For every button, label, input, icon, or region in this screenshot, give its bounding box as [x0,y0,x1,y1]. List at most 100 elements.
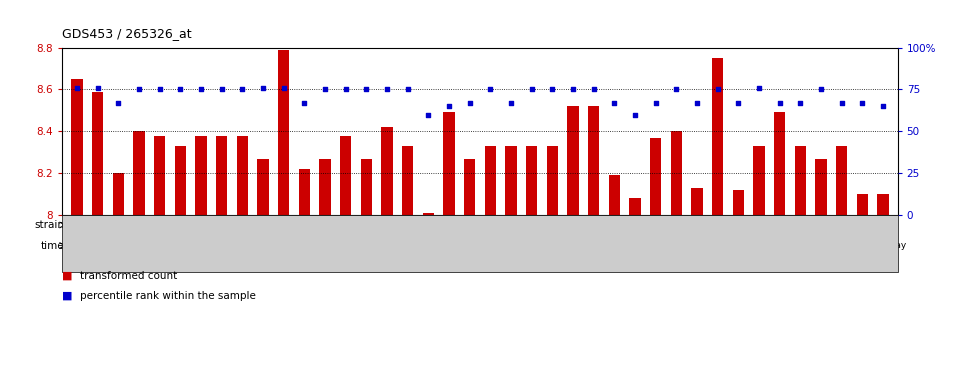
Text: 0 day: 0 day [460,241,485,250]
Point [586,86,601,92]
Bar [66,215,252,235]
Text: 7 day: 7 day [228,241,252,250]
Bar [300,235,346,256]
Point [214,86,229,92]
Bar [439,215,625,235]
Point [193,86,208,92]
Text: 3 day: 3 day [692,241,717,250]
Point [152,86,167,92]
Text: 0 day: 0 day [646,241,671,250]
Bar [774,112,785,215]
Text: 7 day: 7 day [881,241,906,250]
Point [297,100,312,106]
Point [607,100,622,106]
Point [462,100,477,106]
Text: time: time [40,240,64,251]
Text: transformed count: transformed count [80,271,177,281]
Bar [852,235,873,256]
Bar [831,235,852,256]
Text: Col-0 wild type: Col-0 wild type [121,220,199,230]
Point [648,100,663,106]
Bar [732,190,744,215]
Text: 5 day: 5 day [738,241,764,250]
Point [69,85,84,91]
Bar [811,235,831,256]
Bar [206,235,252,256]
Text: 3 day: 3 day [839,241,865,250]
Bar [671,131,683,215]
Point [710,86,726,92]
Point [731,100,746,106]
Bar [444,112,455,215]
Bar [546,146,558,215]
Text: 7 day: 7 day [599,241,624,250]
Point [503,100,518,106]
Bar [175,146,186,215]
Bar [195,135,206,215]
Bar [464,158,475,215]
Bar [299,169,310,215]
Bar [795,146,806,215]
Text: 5 day: 5 day [860,241,885,250]
Bar [811,215,894,235]
Point [565,86,581,92]
Bar [346,235,392,256]
Point [834,100,850,106]
Text: percentile rank within the sample: percentile rank within the sample [80,291,255,301]
Bar [836,146,848,215]
Bar [402,146,414,215]
Text: 0 day: 0 day [274,241,299,250]
Text: 3 day: 3 day [506,241,532,250]
Point [132,86,147,92]
Bar [257,158,269,215]
Text: 0 day: 0 day [87,241,112,250]
Point [772,100,787,106]
Bar [159,235,206,256]
Bar [630,198,640,215]
Point [110,100,126,106]
Bar [718,235,764,256]
Bar [532,235,578,256]
Point [793,100,808,106]
Bar [650,138,661,215]
Text: 7 day: 7 day [785,241,810,250]
Bar [113,235,159,256]
Bar [712,58,724,215]
Text: 5 day: 5 day [180,241,205,250]
Bar [252,235,300,256]
Point [854,100,870,106]
Point [400,86,416,92]
Point [359,86,374,92]
Bar [671,235,718,256]
Text: 5 day: 5 day [367,241,392,250]
Text: 0 day: 0 day [819,241,844,250]
Bar [439,235,485,256]
Bar [877,194,889,215]
Text: lfy-12: lfy-12 [331,220,360,230]
Text: 5 day: 5 day [553,241,578,250]
Bar [216,135,228,215]
Bar [252,215,439,235]
Bar [856,194,868,215]
Bar [66,235,113,256]
Bar [764,235,811,256]
Bar [485,235,532,256]
Point [317,86,332,92]
Text: ■: ■ [62,291,73,301]
Text: 3 day: 3 day [134,241,159,250]
Bar [625,235,671,256]
Bar [754,146,765,215]
Point [255,85,271,91]
Bar [526,146,538,215]
Text: 3 day: 3 day [320,241,346,250]
Point [90,85,106,91]
Point [442,103,457,109]
Bar [485,146,496,215]
Point [752,85,767,91]
Point [338,86,353,92]
Bar [381,127,393,215]
Text: GDS453 / 265326_at: GDS453 / 265326_at [62,27,192,40]
Bar [505,146,516,215]
Text: co-2: co-2 [707,220,729,230]
Point [876,103,891,109]
